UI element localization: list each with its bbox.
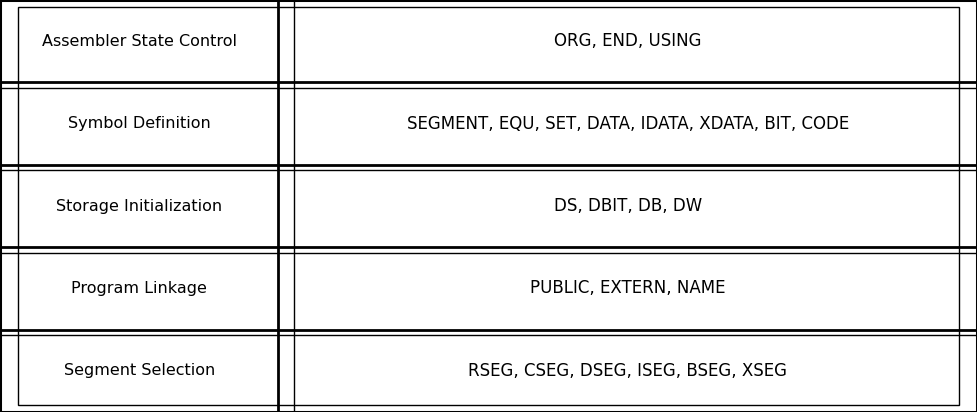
Text: SEGMENT, EQU, SET, DATA, IDATA, XDATA, BIT, CODE: SEGMENT, EQU, SET, DATA, IDATA, XDATA, B… [406, 115, 849, 133]
Text: RSEG, CSEG, DSEG, ISEG, BSEG, XSEG: RSEG, CSEG, DSEG, ISEG, BSEG, XSEG [468, 362, 787, 380]
Text: DS, DBIT, DB, DW: DS, DBIT, DB, DW [554, 197, 701, 215]
Text: Program Linkage: Program Linkage [71, 281, 207, 296]
Text: Storage Initialization: Storage Initialization [56, 199, 223, 213]
Text: ORG, END, USING: ORG, END, USING [554, 32, 701, 50]
Text: Symbol Definition: Symbol Definition [67, 116, 211, 131]
Text: Assembler State Control: Assembler State Control [42, 34, 236, 49]
Text: PUBLIC, EXTERN, NAME: PUBLIC, EXTERN, NAME [530, 279, 726, 297]
Text: Segment Selection: Segment Selection [64, 363, 215, 378]
